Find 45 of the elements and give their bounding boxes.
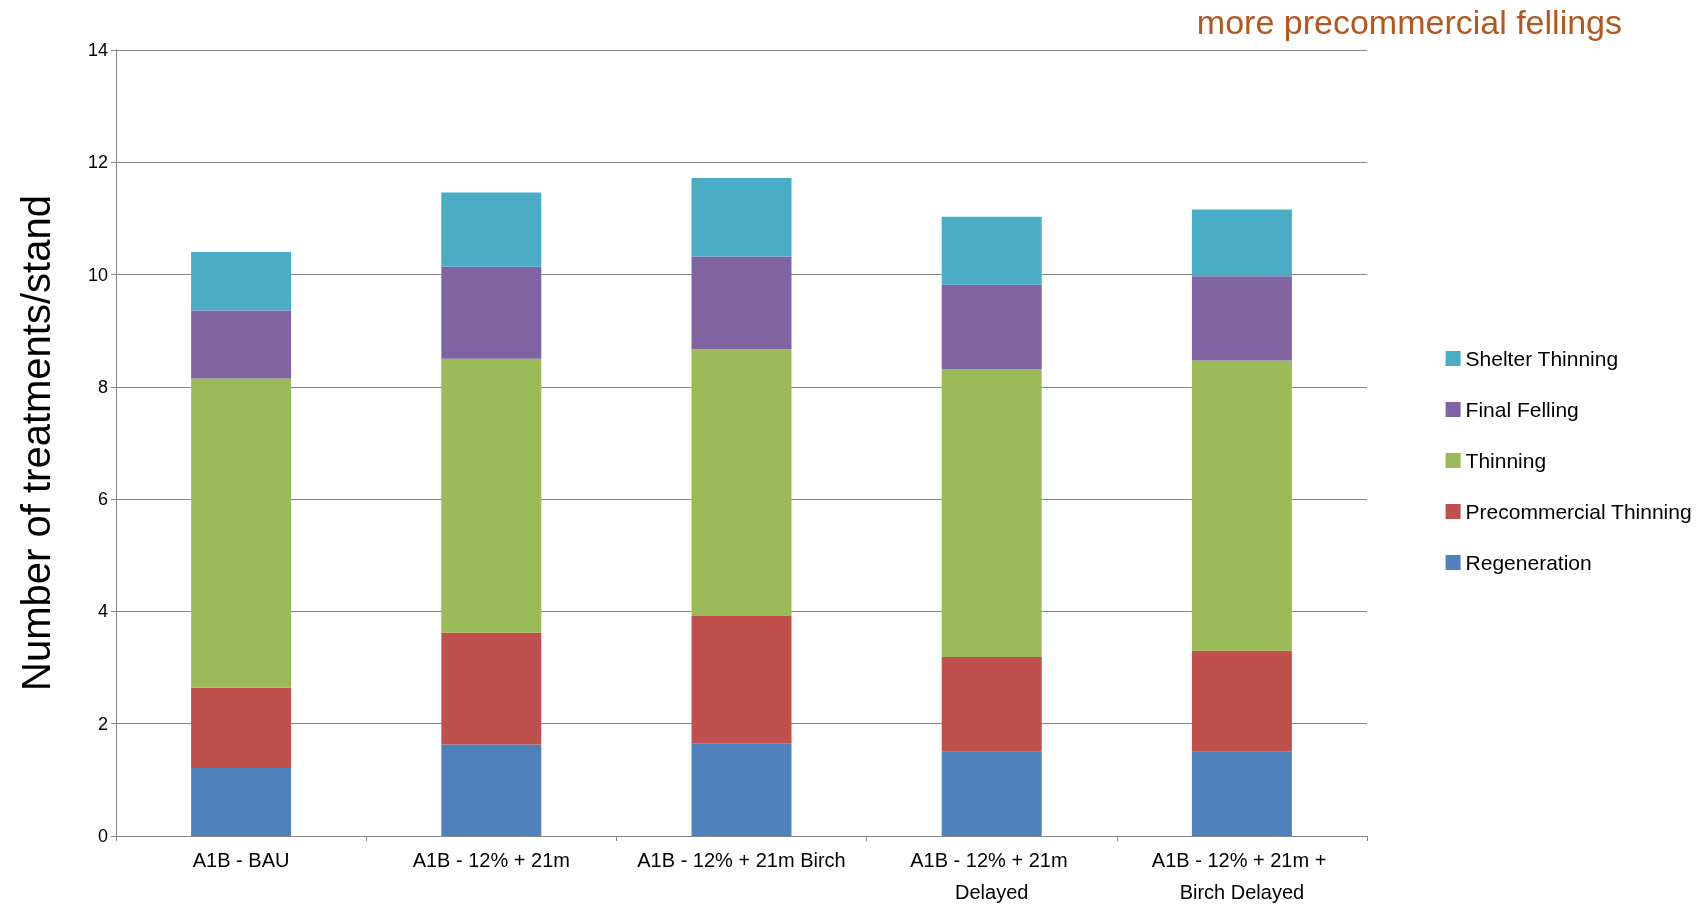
y-tick-label: 10 bbox=[87, 264, 108, 285]
x-tick-label: A1B - 12% + 21m Birch bbox=[637, 849, 846, 871]
legend-label: Shelter Thinning bbox=[1465, 347, 1619, 370]
bar bbox=[691, 256, 792, 350]
bar bbox=[691, 615, 792, 744]
y-axis-title: Number of treatments/stand bbox=[14, 195, 58, 691]
chart-title: more precommercial fellings bbox=[1196, 3, 1623, 41]
bar bbox=[941, 216, 1042, 285]
y-tick-label: 14 bbox=[87, 40, 108, 60]
bar bbox=[1191, 276, 1292, 361]
y-tick-label: 6 bbox=[97, 489, 108, 510]
bar bbox=[1191, 650, 1292, 752]
y-tick-label: 8 bbox=[97, 376, 108, 397]
bar bbox=[191, 378, 292, 688]
x-tick-label: A1B - 12% + 21m + Birch Delayed bbox=[1151, 849, 1332, 903]
bar bbox=[441, 192, 542, 267]
bar bbox=[1191, 751, 1292, 836]
bar bbox=[941, 368, 1042, 657]
bar bbox=[941, 751, 1042, 836]
y-tick-label: 12 bbox=[87, 152, 108, 173]
y-tick-label: 0 bbox=[97, 826, 108, 846]
bar bbox=[441, 266, 542, 359]
legend-label: Thinning bbox=[1465, 449, 1547, 472]
y-tick-label: 4 bbox=[97, 601, 108, 622]
bar bbox=[941, 284, 1042, 369]
bar bbox=[1191, 360, 1292, 651]
bar bbox=[941, 656, 1042, 752]
x-tick-label: A1B - 12% + 21m bbox=[412, 849, 570, 871]
bar bbox=[441, 744, 542, 836]
bar bbox=[441, 632, 542, 745]
legend-label: Precommercial Thinning bbox=[1465, 500, 1692, 523]
bar bbox=[691, 349, 792, 616]
bar bbox=[191, 310, 292, 379]
bar bbox=[191, 252, 292, 311]
x-tick-label: A1B - BAU bbox=[192, 849, 290, 871]
y-tick-label: 2 bbox=[97, 713, 108, 734]
x-tick-label: A1B - 12% + 21m Delayed bbox=[910, 849, 1074, 903]
bar bbox=[191, 768, 292, 836]
legend-label: Final Felling bbox=[1465, 398, 1579, 421]
bar bbox=[691, 178, 792, 257]
bar bbox=[441, 358, 542, 633]
legend-label: Regeneration bbox=[1465, 551, 1592, 574]
bar bbox=[691, 743, 792, 836]
bar bbox=[1191, 209, 1292, 277]
bar bbox=[191, 687, 292, 769]
